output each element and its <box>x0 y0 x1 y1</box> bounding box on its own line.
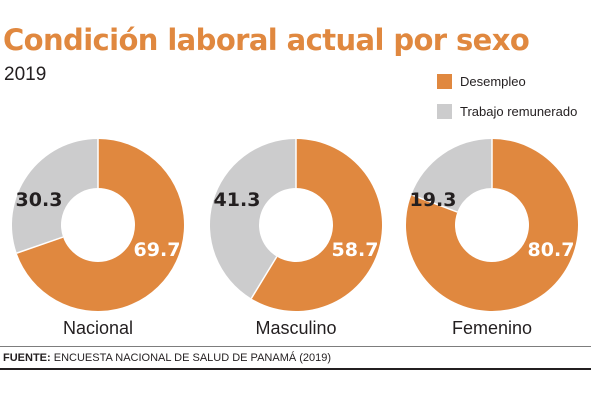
slice-desempleo-masculino <box>251 139 382 311</box>
value-label-desempleo-femenino: 80.7 <box>528 239 575 261</box>
donut-nacional: 69.7 30.3 Nacional <box>11 139 184 338</box>
value-label-desempleo-masculino: 58.7 <box>332 239 379 261</box>
chart-subtitle: 2019 <box>4 64 47 85</box>
value-label-desempleo-nacional: 69.7 <box>134 239 181 261</box>
value-label-trabajo-remunerado-femenino: 19.3 <box>410 189 457 211</box>
slice-desempleo-nacional <box>16 139 184 311</box>
slice-divider <box>411 194 458 213</box>
legend-swatch-trabajo-remunerado <box>437 103 452 119</box>
legend-item-trabajo-remunerado: Trabajo remunerado <box>437 102 577 120</box>
donut-charts: 69.7 30.3 Nacional 58.7 41.3 Masculino 80.7 19.… <box>11 139 578 338</box>
footer-divider <box>0 346 591 347</box>
slice-trabajo-remunerado-nacional <box>11 139 98 254</box>
donut-masculino: 58.7 41.3 Masculino <box>209 139 382 338</box>
category-label-femenino: Femenino <box>452 318 532 338</box>
value-label-trabajo-remunerado-nacional: 30.3 <box>16 189 63 211</box>
slice-divider <box>16 236 64 254</box>
source-note: FUENTE: ENCUESTA NACIONAL DE SALUD DE PA… <box>3 352 331 364</box>
slice-trabajo-remunerado-masculino <box>209 139 296 299</box>
legend-swatch-desempleo <box>437 73 452 89</box>
value-label-trabajo-remunerado-masculino: 41.3 <box>214 189 261 211</box>
category-label-masculino: Masculino <box>255 318 336 338</box>
source-text: ENCUESTA NACIONAL DE SALUD DE PANAMÁ (20… <box>50 352 332 364</box>
bottom-rule <box>0 368 591 370</box>
legend-label-desempleo: Desempleo <box>460 73 526 89</box>
legend-label-trabajo-remunerado: Trabajo remunerado <box>460 103 578 119</box>
legend-item-desempleo: Desempleo <box>437 72 577 90</box>
donut-femenino: 80.7 19.3 Femenino <box>405 139 578 338</box>
category-label-nacional: Nacional <box>63 318 133 338</box>
slice-divider <box>250 256 278 299</box>
source-prefix: FUENTE: <box>3 352 51 364</box>
legend: Desempleo Trabajo remunerado <box>437 72 577 132</box>
slice-desempleo-femenino <box>405 139 578 311</box>
chart-title: Condición laboral actual por sexo <box>3 23 530 57</box>
slice-trabajo-remunerado-femenino <box>411 139 492 213</box>
